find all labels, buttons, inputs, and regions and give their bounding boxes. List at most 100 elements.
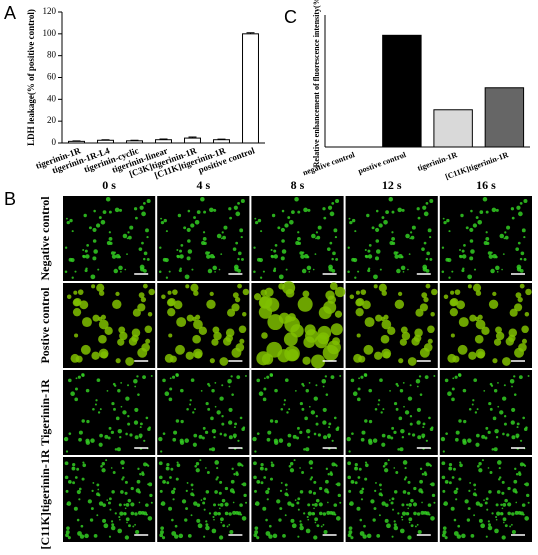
cell <box>273 249 277 253</box>
cell <box>511 385 513 388</box>
cell <box>232 292 239 299</box>
cell <box>68 432 72 435</box>
cell <box>402 460 408 465</box>
cell <box>237 201 240 205</box>
cell <box>66 503 69 506</box>
cell <box>426 251 431 256</box>
cell <box>339 501 342 504</box>
cell <box>454 289 461 295</box>
cell <box>164 391 170 397</box>
cell <box>290 518 295 523</box>
cell <box>299 401 303 406</box>
cell <box>138 292 145 299</box>
cell <box>139 472 142 476</box>
cell <box>145 228 149 233</box>
cell <box>120 382 123 384</box>
cell <box>391 231 394 234</box>
cell <box>104 326 113 335</box>
cell <box>495 208 499 212</box>
cell <box>315 237 317 240</box>
cell <box>175 477 179 481</box>
cell <box>495 331 505 341</box>
micrograph <box>63 370 156 455</box>
cell <box>143 251 148 256</box>
cell <box>158 270 162 274</box>
cell <box>518 211 523 217</box>
cell <box>357 387 361 391</box>
cell <box>195 468 200 473</box>
cell <box>65 217 68 220</box>
cell <box>171 518 174 522</box>
cell <box>425 462 430 467</box>
cell <box>203 535 206 538</box>
cell <box>334 310 343 318</box>
cell <box>496 511 501 516</box>
cell <box>524 312 530 317</box>
cell <box>189 399 192 402</box>
column-header: 4 s <box>196 178 210 192</box>
cell <box>407 535 412 540</box>
cell <box>320 525 323 528</box>
cell <box>82 254 85 258</box>
cell <box>310 410 316 415</box>
cell <box>64 270 68 274</box>
cell <box>274 244 278 247</box>
cell <box>391 210 395 214</box>
cell <box>374 489 377 492</box>
cell <box>239 228 244 233</box>
column-header: 0 s <box>102 178 116 192</box>
x-tick-label: postive control <box>357 150 408 176</box>
cell <box>391 426 395 430</box>
cell <box>161 294 166 299</box>
bar <box>484 87 525 148</box>
cell <box>127 498 132 503</box>
cell <box>254 530 259 535</box>
cell <box>84 249 88 253</box>
cell <box>485 426 489 430</box>
cell <box>256 432 260 435</box>
cell <box>389 499 391 501</box>
cell <box>407 491 411 495</box>
cell <box>527 374 530 377</box>
cell <box>409 237 412 240</box>
cell <box>111 401 115 406</box>
cell <box>325 467 329 471</box>
cell <box>284 223 289 228</box>
cell <box>129 225 134 230</box>
cell <box>297 231 300 234</box>
cell <box>228 207 232 211</box>
cell <box>70 257 75 263</box>
cell <box>440 436 446 442</box>
cell <box>166 481 170 485</box>
cell <box>520 251 525 256</box>
cell <box>498 478 501 481</box>
cell <box>431 288 438 296</box>
cell <box>378 283 387 292</box>
cell <box>491 448 495 451</box>
bar <box>382 34 422 148</box>
cell <box>207 268 213 274</box>
cell <box>414 328 423 337</box>
cell <box>381 290 387 296</box>
cell <box>241 516 247 521</box>
cell <box>516 422 520 426</box>
cell <box>477 351 485 359</box>
cell <box>499 233 505 239</box>
cell <box>353 353 362 363</box>
cell <box>142 201 146 205</box>
cell <box>232 247 237 251</box>
cell <box>504 524 508 528</box>
cell <box>375 227 380 232</box>
cell <box>284 483 288 487</box>
cell <box>286 348 299 361</box>
cell <box>287 433 292 438</box>
cell <box>260 467 263 469</box>
cell <box>113 268 119 274</box>
cell <box>256 351 271 366</box>
cell <box>174 534 179 539</box>
cell <box>277 226 281 230</box>
cell <box>276 499 281 504</box>
cell <box>354 462 358 467</box>
cell <box>137 510 142 515</box>
cell <box>82 248 85 251</box>
